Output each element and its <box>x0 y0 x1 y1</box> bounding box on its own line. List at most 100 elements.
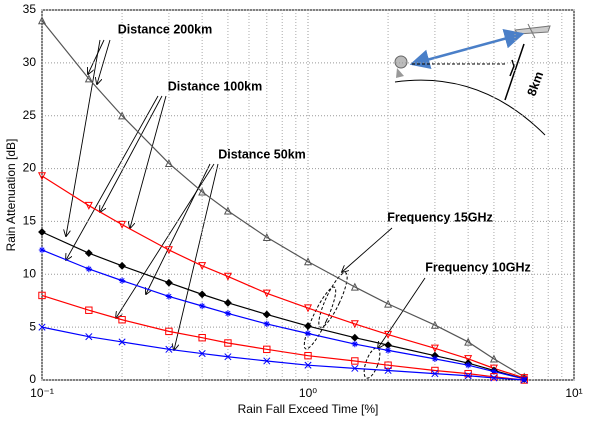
marker <box>37 172 47 181</box>
marker <box>223 272 232 281</box>
marker <box>350 320 359 329</box>
marker <box>464 369 472 378</box>
series-line <box>41 294 525 381</box>
marker <box>118 277 126 284</box>
marker <box>521 375 528 383</box>
plot-area <box>41 9 575 381</box>
annotation: Frequency 15GHz <box>387 210 493 224</box>
marker <box>384 347 392 354</box>
marker <box>263 320 270 328</box>
marker <box>384 299 393 308</box>
y-tick-label: 0 <box>29 372 36 386</box>
series <box>38 246 528 383</box>
marker <box>198 262 207 271</box>
marker <box>490 374 498 382</box>
marker <box>350 282 359 291</box>
marker <box>164 246 173 255</box>
marker <box>165 345 173 353</box>
marker <box>84 249 93 258</box>
marker <box>490 368 498 375</box>
marker <box>37 16 47 25</box>
marker <box>198 350 206 358</box>
marker <box>38 246 46 254</box>
annotation: Distance 100km <box>168 79 263 93</box>
marker <box>490 373 498 381</box>
marker <box>164 158 173 167</box>
marker <box>384 330 393 339</box>
annotation-arrows <box>66 39 426 350</box>
series-line <box>41 249 525 380</box>
marker <box>304 322 312 330</box>
marker <box>384 366 392 375</box>
marker <box>464 372 472 380</box>
marker <box>303 304 313 313</box>
y-tick-label: 25 <box>23 108 37 122</box>
marker <box>520 376 528 384</box>
marker <box>85 306 93 314</box>
series-line <box>41 175 525 379</box>
marker <box>38 228 46 236</box>
y-tick-label: 10 <box>23 266 37 280</box>
marker <box>85 333 93 341</box>
marker <box>303 257 313 266</box>
series-line <box>41 20 525 378</box>
marker <box>38 291 46 300</box>
marker <box>304 361 312 369</box>
marker <box>224 339 232 347</box>
y-tick-label: 15 <box>23 214 37 228</box>
marker <box>263 357 271 365</box>
marker <box>351 340 359 348</box>
marker <box>224 353 232 361</box>
marker <box>431 370 439 378</box>
marker <box>262 289 271 298</box>
marker <box>165 293 173 300</box>
series-line <box>41 231 525 380</box>
x-axis-label: Rain Fall Exceed Time [%] <box>238 402 379 416</box>
marker <box>118 220 127 229</box>
marker <box>118 261 126 270</box>
x-tick-label: 10⁻¹ <box>30 386 54 400</box>
x-tick-label: 10⁰ <box>299 386 317 400</box>
marker <box>464 362 472 369</box>
marker <box>262 232 271 241</box>
y-tick-label: 30 <box>23 55 37 69</box>
marker <box>118 111 127 120</box>
marker <box>165 278 173 287</box>
marker <box>224 310 232 317</box>
y-tick-label: 35 <box>23 2 37 16</box>
series <box>38 323 528 384</box>
marker <box>223 206 232 215</box>
marker <box>198 187 207 196</box>
marker <box>118 338 126 346</box>
marker <box>384 361 392 369</box>
y-tick-label: 5 <box>29 319 36 333</box>
marker <box>84 74 93 83</box>
marker <box>464 337 473 346</box>
series-line <box>41 326 525 381</box>
y-axis-label: Rain Attenuation [dB] <box>4 139 18 252</box>
annotation: Distance 200km <box>118 22 213 36</box>
marker <box>198 302 206 310</box>
marker <box>489 354 498 363</box>
scenario-diagram <box>394 23 551 136</box>
marker <box>198 290 207 299</box>
marker <box>263 345 271 354</box>
marker <box>262 310 271 319</box>
marker <box>85 265 93 273</box>
marker <box>430 344 439 353</box>
y-tick-label: 20 <box>23 161 37 175</box>
marker <box>351 357 359 365</box>
annotation: Distance 50km <box>218 147 306 161</box>
annotation: Frequency 10GHz <box>425 260 531 274</box>
marker <box>430 320 439 329</box>
marker <box>431 355 439 363</box>
marker <box>224 298 232 307</box>
marker <box>38 323 46 331</box>
marker <box>198 334 206 342</box>
marker <box>304 351 312 360</box>
marker <box>351 364 359 372</box>
marker <box>165 327 173 336</box>
marker <box>304 330 312 337</box>
marker <box>118 316 126 324</box>
